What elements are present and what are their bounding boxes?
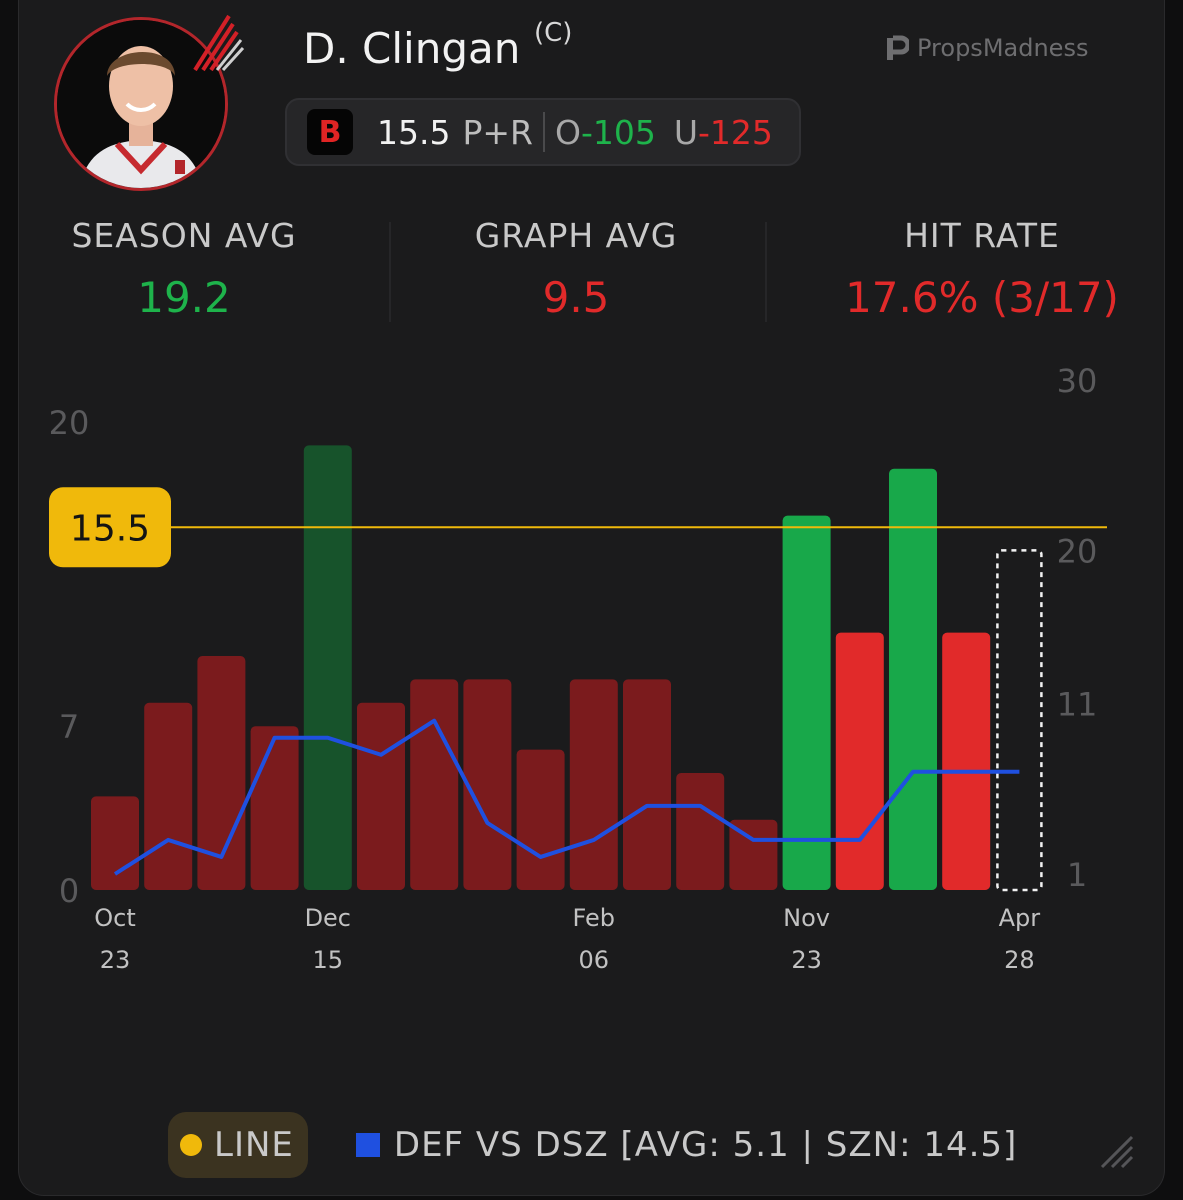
bar <box>250 726 299 890</box>
bar <box>569 679 618 890</box>
bar <box>835 632 884 890</box>
x-tick-day: 15 <box>313 946 344 974</box>
y-right-tick-label: 11 <box>1057 686 1098 724</box>
x-tick-month: Feb <box>573 904 616 932</box>
graph-avg-label: GRAPH AVG <box>474 216 678 255</box>
x-tick-month: Apr <box>999 904 1041 932</box>
player-position: (C) <box>534 18 573 48</box>
graph-avg-stat: GRAPH AVG 9.5 <box>431 216 721 322</box>
prop-card: D. Clingan (C) PropsMadness B 15.5 P+R O… <box>18 0 1165 1196</box>
y-left-tick-label: 0 <box>59 872 79 910</box>
resize-handle-icon[interactable] <box>1098 1133 1134 1169</box>
bar <box>729 819 778 890</box>
hit-rate-stat: HIT RATE 17.6% (3/17) <box>819 216 1145 322</box>
bar <box>676 773 725 890</box>
legend-line-label: LINE <box>214 1125 294 1165</box>
line-dot-icon <box>180 1134 202 1156</box>
hit-rate-label: HIT RATE <box>904 216 1060 255</box>
hit-rate-value: 17.6% (3/17) <box>845 273 1119 322</box>
under-odds: -125 <box>698 112 773 152</box>
prop-divider <box>542 112 545 152</box>
upcoming-bar <box>996 549 1043 892</box>
x-tick-month: Dec <box>305 904 351 932</box>
prop-stat-type: P+R <box>462 112 533 152</box>
bar <box>463 679 512 890</box>
season-avg-stat: SEASON AVG 19.2 <box>39 216 329 322</box>
team-logo-icon <box>193 14 245 72</box>
player-headshot-icon <box>57 20 225 188</box>
bar <box>144 702 193 890</box>
x-tick-month: Oct <box>94 904 136 932</box>
player-avatar <box>54 17 228 191</box>
prop-line-box[interactable]: B 15.5 P+R O -105 U -125 <box>285 98 801 166</box>
bar <box>303 445 352 890</box>
x-tick-day: 06 <box>579 946 610 974</box>
bar <box>782 515 831 890</box>
stat-divider <box>765 222 767 322</box>
propsmadness-logo-icon <box>887 35 909 60</box>
season-avg-value: 19.2 <box>137 273 231 322</box>
player-name: D. Clingan <box>303 24 521 73</box>
bar <box>623 679 671 890</box>
line-value-badge <box>49 487 171 568</box>
y-left-tick-label: 20 <box>49 404 90 442</box>
brand-name: PropsMadness <box>917 34 1089 62</box>
bar <box>91 796 139 890</box>
prop-line-value: 15.5 <box>377 112 451 152</box>
x-tick-day: 23 <box>100 946 131 974</box>
brand: PropsMadness <box>885 34 1088 62</box>
x-tick-day: 23 <box>791 946 822 974</box>
stat-divider <box>389 222 391 322</box>
x-tick-day: 28 <box>1004 946 1035 974</box>
bar <box>942 632 991 890</box>
chart-legend: LINE DEF VS DSZ [AVG: 5.1 | SZN: 14.5] <box>168 1112 1017 1178</box>
line-value-label: 15.5 <box>70 508 150 549</box>
y-right-tick-label: 1 <box>1067 856 1087 894</box>
y-left-tick-label: 7 <box>59 708 79 746</box>
bar <box>516 749 565 890</box>
bar <box>410 679 459 890</box>
bar <box>889 468 937 890</box>
x-tick-month: Nov <box>783 904 830 932</box>
legend-def-label[interactable]: DEF VS DSZ [AVG: 5.1 | SZN: 14.5] <box>393 1125 1018 1165</box>
y-right-tick-label: 20 <box>1057 532 1098 570</box>
season-avg-label: SEASON AVG <box>71 216 297 255</box>
sportsbook-icon: B <box>307 109 353 155</box>
legend-line-toggle[interactable]: LINE <box>168 1112 308 1178</box>
def-square-icon <box>355 1133 380 1157</box>
def-series-line <box>113 718 1020 876</box>
over-odds: -105 <box>580 112 656 152</box>
over-label: O <box>554 112 581 152</box>
graph-avg-value: 9.5 <box>542 273 610 322</box>
chart: 201570302011115.5Oct23Dec15Feb06Nov23Apr… <box>49 362 1107 974</box>
under-label: U <box>673 112 699 152</box>
bar <box>357 702 405 890</box>
y-right-tick-label: 30 <box>1057 362 1098 400</box>
